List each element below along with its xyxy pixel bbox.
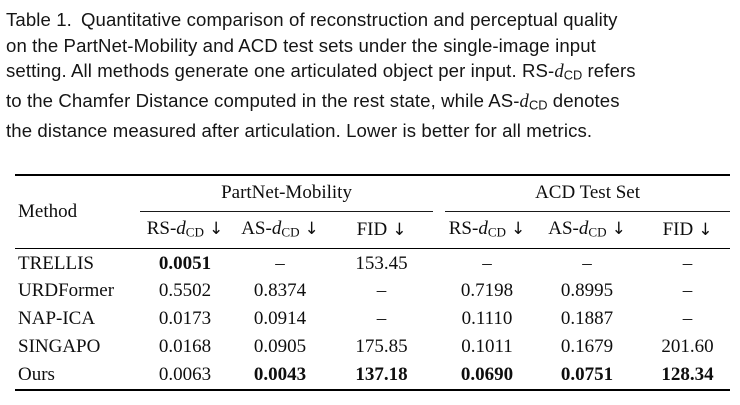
table-row-ours: Ours 0.0063 0.0043 137.18 0.0690 0.0751 … bbox=[15, 362, 730, 390]
method-name: SINGAPO bbox=[18, 336, 101, 358]
math-d-symbol: d bbox=[554, 61, 564, 83]
caption-line-3: setting. All methods generate one articu… bbox=[6, 58, 740, 88]
cell-value: 137.18 bbox=[355, 364, 408, 386]
method-name: URDFormer bbox=[18, 279, 115, 301]
cell-value: 0.0063 bbox=[158, 364, 212, 386]
group-header-partnet-mobility: PartNet-Mobility bbox=[140, 175, 434, 212]
metric-name: RS- bbox=[146, 218, 177, 240]
math-subscript: CD bbox=[563, 67, 583, 83]
method-column-header: Method bbox=[15, 175, 140, 249]
spacer-cell bbox=[433, 333, 445, 361]
spacer-cell bbox=[433, 248, 445, 276]
table-row-trellis: TRELLIS 0.0051 – 153.45 – – – bbox=[15, 248, 730, 276]
cell-value: – bbox=[682, 307, 693, 329]
cell-value: 0.0173 bbox=[158, 307, 212, 329]
column-header-as-dcd-acd: AS-dCD ↓ bbox=[529, 211, 646, 249]
cell-value: – bbox=[482, 252, 492, 274]
metric-name: AS- bbox=[241, 218, 272, 240]
caption-line-5: the distance measured after articulation… bbox=[6, 118, 740, 144]
column-gap-spacer bbox=[433, 175, 446, 249]
group-header-row: Method PartNet-Mobility ACD Test Set bbox=[15, 175, 731, 249]
metric-name: FID bbox=[662, 218, 694, 240]
cell-value: 0.0690 bbox=[460, 364, 514, 386]
math-subscript: CD bbox=[588, 224, 607, 240]
cell-value: 0.1679 bbox=[560, 336, 614, 358]
column-header-fid-partnet: FID ↓ bbox=[330, 211, 434, 249]
math-d-symbol: d bbox=[578, 218, 589, 240]
down-arrow-icon: ↓ bbox=[698, 219, 713, 240]
cell-value: 175.85 bbox=[355, 336, 408, 358]
math-subscript: CD bbox=[281, 224, 300, 240]
table-caption: Table 1. Quantitative comparison of recon… bbox=[0, 0, 740, 144]
math-subscript: CD bbox=[487, 224, 507, 240]
column-header-as-dcd-partnet: AS-dCD ↓ bbox=[230, 211, 330, 249]
cell-value: 0.0905 bbox=[253, 336, 307, 358]
math-d-symbol: d bbox=[271, 218, 282, 240]
metric-name: RS- bbox=[448, 218, 479, 240]
down-arrow-icon: ↓ bbox=[304, 219, 319, 240]
method-name: NAP-ICA bbox=[18, 307, 96, 329]
group-header-acd-test-set: ACD Test Set bbox=[445, 175, 731, 212]
caption-text: to the Chamfer Distance computed in the … bbox=[6, 90, 520, 112]
caption-line-1: Table 1. Quantitative comparison of recon… bbox=[6, 7, 740, 33]
cell-value: – bbox=[376, 307, 387, 329]
cell-value: 128.34 bbox=[661, 364, 714, 386]
math-subscript: CD bbox=[185, 224, 205, 240]
cell-value: 0.7198 bbox=[460, 279, 514, 301]
caption-text: refers bbox=[582, 60, 636, 82]
cell-value: 0.1887 bbox=[560, 307, 614, 329]
cell-value: 201.60 bbox=[661, 336, 714, 358]
cell-value: – bbox=[682, 252, 693, 274]
down-arrow-icon: ↓ bbox=[392, 219, 407, 240]
caption-line-2: on the PartNet-Mobility and ACD test set… bbox=[6, 33, 740, 59]
cell-value: 153.45 bbox=[355, 252, 408, 274]
cell-value: – bbox=[682, 279, 693, 301]
table-row-urdformer: URDFormer 0.5502 0.8374 – 0.7198 0.8995 … bbox=[15, 276, 730, 304]
math-d-symbol: d bbox=[519, 91, 529, 113]
cell-value: 0.0051 bbox=[158, 252, 212, 274]
down-arrow-icon: ↓ bbox=[611, 219, 626, 240]
cell-value: 0.0043 bbox=[253, 364, 307, 386]
cell-value: 0.1110 bbox=[461, 307, 513, 329]
caption-text: setting. All methods generate one articu… bbox=[6, 60, 555, 82]
down-arrow-icon: ↓ bbox=[209, 219, 224, 240]
spacer-cell bbox=[433, 305, 445, 333]
caption-text: Quantitative comparison of reconstructio… bbox=[80, 9, 618, 30]
table-row-nap-ica: NAP-ICA 0.0173 0.0914 – 0.1110 0.1887 – bbox=[15, 305, 730, 333]
cell-value: 0.5502 bbox=[158, 279, 212, 301]
cell-value: 0.0168 bbox=[158, 336, 212, 358]
table-number-label: Table 1. bbox=[6, 9, 72, 30]
math-d-symbol: d bbox=[176, 218, 186, 240]
caption-text: denotes bbox=[547, 90, 620, 112]
caption-text: on the PartNet-Mobility and ACD test set… bbox=[6, 34, 596, 56]
caption-text: the distance measured after articulation… bbox=[6, 119, 593, 141]
results-table-zone: Method PartNet-Mobility ACD Test Set RS-… bbox=[15, 174, 731, 391]
caption-line-4: to the Chamfer Distance computed in the … bbox=[6, 88, 740, 118]
cell-value: 0.8374 bbox=[253, 279, 307, 301]
cell-value: 0.8995 bbox=[560, 279, 614, 301]
results-table: Method PartNet-Mobility ACD Test Set RS-… bbox=[15, 174, 731, 391]
cell-value: – bbox=[582, 252, 592, 274]
spacer-cell bbox=[433, 362, 445, 390]
method-name: TRELLIS bbox=[18, 252, 94, 274]
cell-value: 0.1011 bbox=[461, 336, 513, 358]
metric-name: AS- bbox=[548, 218, 579, 240]
column-header-rs-dcd-partnet: RS-dCD ↓ bbox=[140, 211, 230, 249]
spacer-cell bbox=[433, 276, 445, 304]
math-d-symbol: d bbox=[478, 218, 488, 240]
column-header-fid-acd: FID ↓ bbox=[645, 211, 731, 249]
method-name: Ours bbox=[18, 364, 55, 386]
metric-header-row: RS-dCD ↓ AS-dCD ↓ FID ↓ RS-dCD ↓ AS-dCD ↓ FID… bbox=[15, 211, 731, 249]
cell-value: – bbox=[275, 252, 285, 274]
table-row-singapo: SINGAPO 0.0168 0.0905 175.85 0.1011 0.16… bbox=[15, 333, 730, 361]
cell-value: – bbox=[376, 279, 387, 301]
cell-value: 0.0914 bbox=[253, 307, 307, 329]
column-header-rs-dcd-acd: RS-dCD ↓ bbox=[445, 211, 530, 249]
down-arrow-icon: ↓ bbox=[511, 219, 526, 240]
cell-value: 0.0751 bbox=[560, 364, 614, 386]
metric-name: FID bbox=[356, 218, 388, 240]
math-subscript: CD bbox=[528, 97, 548, 113]
